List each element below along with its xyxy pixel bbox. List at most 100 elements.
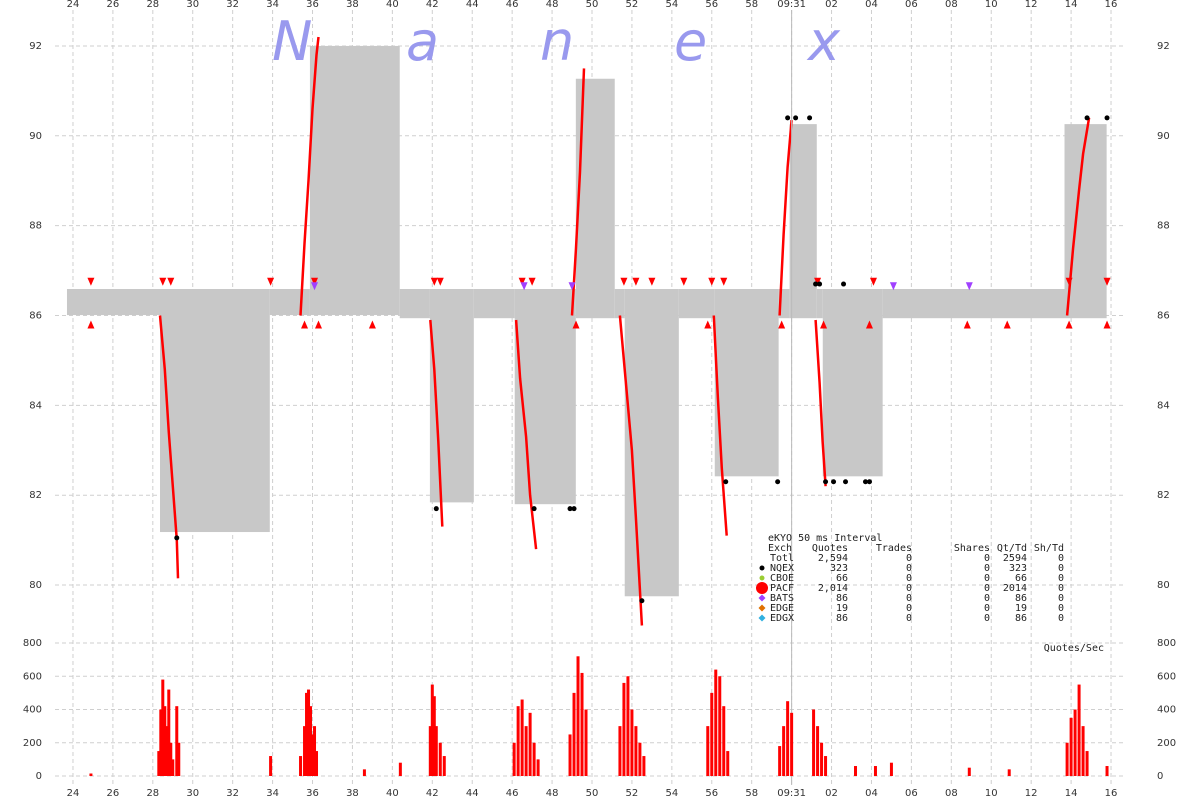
- rate-bar: [157, 751, 161, 776]
- rate-bar: [626, 676, 630, 776]
- x-tick-label: 36: [306, 0, 319, 10]
- quote-marker: [1103, 320, 1111, 329]
- rate-bar: [889, 762, 893, 776]
- spread-block: [66, 288, 161, 316]
- rate-bar: [512, 742, 516, 776]
- rate-bar: [315, 751, 319, 776]
- table-cell: 2014: [1003, 583, 1027, 594]
- table-cell: BATS: [770, 593, 794, 604]
- table-header: Quotes: [812, 543, 848, 554]
- quote-marker: [620, 277, 628, 286]
- spread-block: [399, 288, 430, 319]
- table-cell: 2,594: [818, 553, 848, 564]
- x-tick-label: 46: [506, 788, 519, 799]
- table-title: eKYO 50 ms Interval: [768, 533, 882, 544]
- rate-bar: [313, 726, 317, 776]
- quote-marker: [869, 277, 877, 286]
- rate-bar: [89, 773, 93, 776]
- y-tick-label: 800: [1157, 638, 1176, 649]
- table-cell: 0: [1058, 593, 1064, 604]
- rate-bar: [307, 689, 311, 776]
- rate-bar: [520, 699, 524, 776]
- rate-bar: [398, 762, 402, 776]
- quote-marker: [311, 282, 319, 291]
- rate-bar: [159, 709, 163, 776]
- quote-marker: [531, 506, 537, 512]
- table-cell: 0: [1058, 553, 1064, 564]
- rate-bar: [442, 756, 446, 776]
- rate-bar: [434, 726, 438, 776]
- x-tick-label: 10: [985, 788, 998, 799]
- rate-bar: [722, 706, 726, 776]
- spread-block: [309, 45, 400, 316]
- rate-bar: [584, 709, 588, 776]
- table-cell: 323: [1009, 563, 1027, 574]
- spread-block: [882, 288, 1065, 319]
- quote-marker: [720, 277, 728, 286]
- rate-bar: [1007, 769, 1011, 776]
- watermark-letter: N: [272, 10, 312, 73]
- legend-marker: [759, 575, 765, 581]
- table-cell: 0: [1058, 583, 1064, 594]
- table-cell: 0: [984, 593, 990, 604]
- table-cell: 19: [836, 603, 848, 614]
- x-tick-label: 48: [546, 788, 559, 799]
- quote-marker: [632, 277, 640, 286]
- rate-bar: [163, 706, 167, 776]
- x-tick-label: 40: [386, 0, 399, 10]
- rate-bar: [161, 679, 165, 776]
- table-cell: 0: [906, 583, 912, 594]
- x-tick-label: 14: [1065, 788, 1078, 799]
- x-tick-label: 09:31: [777, 788, 806, 799]
- x-tick-label: 54: [665, 788, 678, 799]
- x-tick-label: 02: [825, 0, 838, 10]
- quote-marker: [639, 598, 645, 604]
- x-tick-label: 24: [67, 0, 80, 10]
- x-tick-label: 06: [905, 0, 918, 10]
- y-tick-label: 82: [29, 490, 42, 501]
- quote-marker: [1103, 277, 1111, 286]
- rate-bar: [1085, 751, 1089, 776]
- x-tick-label: 38: [346, 0, 359, 10]
- rate-bar: [642, 756, 646, 776]
- rate-bar: [1105, 766, 1109, 776]
- rate-bar: [580, 672, 584, 776]
- watermark-letter: x: [806, 10, 841, 73]
- x-tick-label: 56: [705, 0, 718, 10]
- x-tick-label: 40: [386, 788, 399, 799]
- rate-bar: [438, 742, 442, 776]
- y-tick-label: 86: [1157, 311, 1170, 322]
- rate-bar: [812, 709, 816, 776]
- legend-marker: [758, 604, 766, 612]
- quote-line: [158, 36, 1091, 626]
- y-tick-label: 88: [29, 221, 42, 232]
- y-tick-label: 86: [29, 311, 42, 322]
- x-tick-label: 46: [506, 0, 519, 10]
- x-tick-label: 34: [266, 788, 279, 799]
- quote-marker: [807, 115, 813, 121]
- rate-bar: [171, 759, 175, 776]
- spread-block: [714, 288, 779, 477]
- table-header: Qt/Td: [997, 543, 1027, 554]
- quote-marker: [1003, 320, 1011, 329]
- table-header: Exch: [768, 543, 792, 554]
- spread-block: [269, 288, 310, 316]
- quote-marker: [1065, 320, 1073, 329]
- x-tick-label: 32: [226, 0, 239, 10]
- x-tick-label: 44: [466, 0, 479, 10]
- x-tick-label: 42: [426, 0, 439, 10]
- table-cell: 2,014: [818, 583, 848, 594]
- y-tick-label: 80: [1157, 580, 1170, 591]
- x-tick-label: 09:31: [777, 0, 806, 10]
- table-cell: EDGX: [770, 613, 794, 624]
- quote-marker: [430, 277, 438, 286]
- spread-block: [816, 288, 823, 319]
- table-cell: Totl: [770, 553, 794, 564]
- quote-marker: [159, 277, 167, 286]
- y-tick-label: 84: [29, 400, 42, 411]
- table-cell: 0: [984, 583, 990, 594]
- legend-marker: [759, 565, 765, 571]
- table-cell: CBOE: [770, 573, 794, 584]
- rate-bar: [269, 756, 273, 776]
